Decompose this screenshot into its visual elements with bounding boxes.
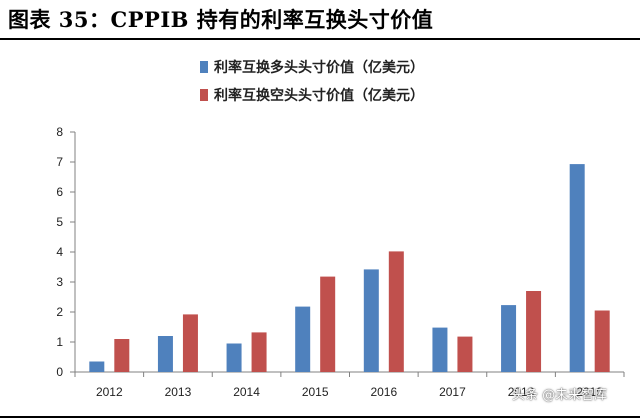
bottom-rule xyxy=(0,416,640,418)
bar-short-2017 xyxy=(457,336,473,372)
watermark-text: 头条 @未来智库 xyxy=(512,388,608,403)
y-tick-label: 6 xyxy=(56,185,63,199)
x-tick-label: 2013 xyxy=(165,385,192,399)
bar-long-2014 xyxy=(226,343,242,372)
x-tick-label: 2015 xyxy=(302,385,329,399)
y-tick-label: 3 xyxy=(56,275,63,289)
legend-swatch-long xyxy=(200,61,208,73)
x-tick-label: 2014 xyxy=(233,385,260,399)
bar-long-2019 xyxy=(569,164,585,372)
bar-chart: 利率互换多头头寸价值（亿美元） 利率互换空头头寸价值（亿美元） 0 1 2 3 4 5 6 7 8… xyxy=(56,59,625,399)
bar-short-2013 xyxy=(182,314,198,372)
y-tick-label: 8 xyxy=(56,125,63,139)
bar-long-2012 xyxy=(89,361,105,372)
x-tick-label: 2018 xyxy=(508,385,535,399)
y-axis: 0 1 2 3 4 5 6 7 8 xyxy=(56,125,76,379)
x-tick-label: 2017 xyxy=(439,385,466,399)
bar-long-2017 xyxy=(432,327,448,372)
y-tick-label: 7 xyxy=(56,155,63,169)
bars xyxy=(89,164,610,372)
x-tick-label: 2012 xyxy=(96,385,123,399)
bar-short-2016 xyxy=(388,251,404,372)
y-tick-label: 1 xyxy=(56,335,63,349)
y-tick-label: 2 xyxy=(56,305,63,319)
figure-title: 图表 35：CPPIB 持有的利率互换头寸价值 xyxy=(8,7,434,32)
bar-short-2014 xyxy=(251,332,267,372)
bar-short-2012 xyxy=(114,339,130,372)
legend-label-short: 利率互换空头头寸价值（亿美元） xyxy=(214,87,424,104)
bar-short-2015 xyxy=(320,276,336,372)
bar-long-2018 xyxy=(501,305,517,372)
x-tick-label: 2016 xyxy=(370,385,397,399)
x-tick-label: 2019 xyxy=(576,385,603,399)
bar-long-2013 xyxy=(157,336,173,372)
bar-long-2015 xyxy=(295,306,311,372)
title-rule xyxy=(0,38,640,40)
legend-swatch-short xyxy=(200,89,208,101)
legend: 利率互换多头头寸价值（亿美元） 利率互换空头头寸价值（亿美元） xyxy=(200,59,424,104)
y-tick-label: 4 xyxy=(56,245,63,259)
y-tick-label: 0 xyxy=(56,365,63,379)
bar-long-2016 xyxy=(363,269,379,372)
y-tick-label: 5 xyxy=(56,215,63,229)
bar-short-2018 xyxy=(526,291,542,372)
legend-label-long: 利率互换多头头寸价值（亿美元） xyxy=(214,59,424,76)
bar-short-2019 xyxy=(594,310,610,372)
